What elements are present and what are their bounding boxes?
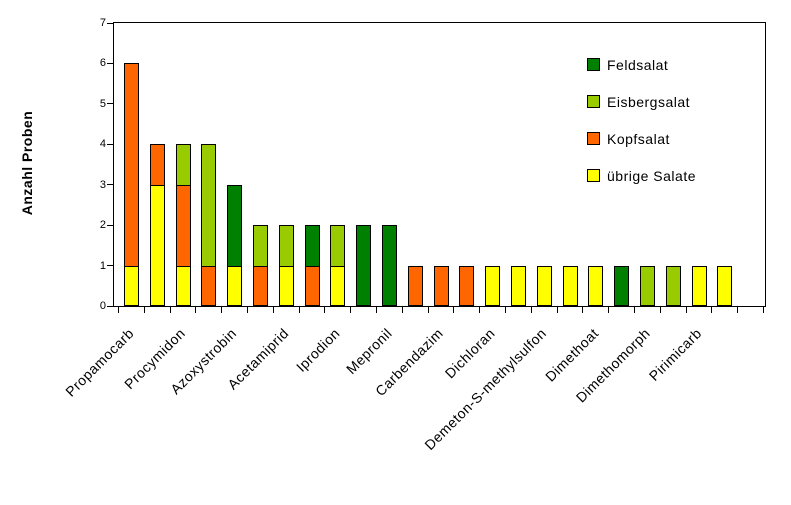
bar-segment-uebrige-salate (227, 265, 243, 306)
y-axis-title: Anzahl Proben (19, 110, 35, 216)
y-axis-tick (107, 22, 113, 24)
y-axis-tick-label: 0 (99, 300, 106, 312)
x-axis-tick (272, 306, 274, 313)
bar-segment-uebrige-salate (330, 265, 346, 306)
legend-item-feldsalat: Feldsalat (587, 56, 696, 73)
x-axis-tick (298, 306, 300, 313)
x-axis-tick (763, 306, 764, 313)
x-axis-tick (659, 306, 661, 313)
bar-segment-kopfsalat (459, 265, 475, 306)
bar-segment-kopfsalat (407, 265, 423, 306)
x-axis-tick (118, 306, 119, 313)
bar-segment-eisbergsalat (665, 265, 681, 306)
x-axis-tick (479, 306, 481, 313)
bar-segment-feldsalat (356, 225, 372, 306)
legend-item-eisbergsalat: Eisbergsalat (587, 93, 696, 110)
y-axis-tick-label: 1 (99, 259, 106, 272)
legend-label: Feldsalat (607, 56, 669, 73)
x-axis-label: Propamocarb (62, 325, 137, 400)
y-axis-tick-label: 2 (99, 219, 106, 232)
bar-segment-uebrige-salate (588, 265, 604, 306)
bar-segment-kopfsalat (201, 265, 217, 306)
y-axis-tick (107, 265, 113, 267)
bar-segment-kopfsalat (304, 265, 320, 306)
y-axis-tick-label: 4 (99, 138, 106, 151)
x-axis-label: Pirimicarb (645, 325, 705, 384)
bar-segment-uebrige-salate (510, 265, 526, 306)
bar-segment-uebrige-salate (123, 265, 139, 306)
x-axis-tick (685, 306, 687, 313)
bar-segment-kopfsalat (252, 265, 268, 306)
bar-segment-eisbergsalat (278, 225, 294, 267)
x-axis-tick (505, 306, 506, 313)
x-axis-label: Iprodion (293, 325, 344, 375)
bar-segment-feldsalat (304, 225, 320, 267)
legend-label: Kopfsalat (607, 130, 670, 147)
bar-segment-uebrige-salate (562, 265, 578, 306)
plot-area: Feldsalat Eisbergsalat Kopfsalat übrige Sal… (62, 17, 766, 453)
legend-swatch-uebrige-salate (587, 169, 600, 182)
x-axis-tick (608, 306, 610, 313)
bar-segment-eisbergsalat (639, 265, 655, 306)
bar-segment-uebrige-salate (485, 265, 501, 306)
y-axis-tick (107, 62, 113, 64)
bar-segment-uebrige-salate (149, 184, 165, 306)
legend-label: übrige Salate (607, 167, 697, 184)
x-axis-tick (247, 306, 248, 313)
bar-segment-feldsalat (614, 265, 630, 306)
bar-segment-uebrige-salate (717, 265, 733, 306)
x-axis-tick (582, 306, 584, 313)
legend: Feldsalat Eisbergsalat Kopfsalat übrige Sal… (587, 57, 696, 205)
bar-segment-kopfsalat (175, 184, 191, 267)
bar-segment-uebrige-salate (278, 265, 294, 306)
legend-item-kopfsalat: Kopfsalat (587, 130, 696, 147)
legend-swatch-eisbergsalat (587, 95, 600, 108)
legend-swatch-kopfsalat (587, 132, 600, 145)
bar-segment-feldsalat (381, 225, 397, 306)
x-axis-tick (634, 306, 635, 313)
y-axis-tick (107, 184, 113, 186)
x-axis-tick (169, 306, 171, 313)
bar-segment-eisbergsalat (330, 225, 346, 267)
bar-segment-uebrige-salate (536, 265, 552, 306)
bar-segment-kopfsalat (123, 63, 139, 267)
x-axis-tick (401, 306, 403, 313)
y-axis-tick (107, 143, 113, 145)
y-axis-tick (107, 103, 113, 105)
y-axis-tick-label: 6 (99, 57, 106, 70)
bar-segment-kopfsalat (149, 144, 165, 186)
y-axis-tick (107, 224, 113, 226)
x-axis-tick (221, 306, 223, 313)
bar-segment-eisbergsalat (252, 225, 268, 267)
bar-segment-uebrige-salate (691, 265, 707, 306)
x-axis-tick (195, 306, 197, 313)
bar-segment-eisbergsalat (175, 144, 191, 186)
x-axis-tick (737, 306, 739, 313)
x-axis-tick (324, 306, 326, 313)
x-axis-tick (350, 306, 352, 313)
x-axis-tick (427, 306, 429, 313)
bar-segment-uebrige-salate (175, 265, 191, 306)
legend-item-uebrige-salate: übrige Salate (587, 167, 697, 184)
y-axis-tick (107, 305, 113, 307)
x-axis-label: Mepronil (342, 325, 395, 378)
bar-segment-eisbergsalat (201, 144, 217, 267)
bar-segment-feldsalat (227, 184, 243, 267)
y-axis-tick-label: 3 (99, 178, 106, 191)
x-axis-tick (453, 306, 455, 313)
x-axis-tick (711, 306, 713, 313)
x-axis-tick (556, 306, 558, 313)
legend-swatch-feldsalat (587, 58, 600, 71)
y-axis-tick-label: 5 (99, 97, 106, 110)
x-axis-tick (143, 306, 145, 313)
y-axis-tick-label: 7 (99, 17, 106, 29)
x-axis-tick (530, 306, 532, 313)
legend-label: Eisbergsalat (607, 93, 691, 110)
x-axis-tick (376, 306, 377, 313)
bar-segment-kopfsalat (433, 265, 449, 306)
